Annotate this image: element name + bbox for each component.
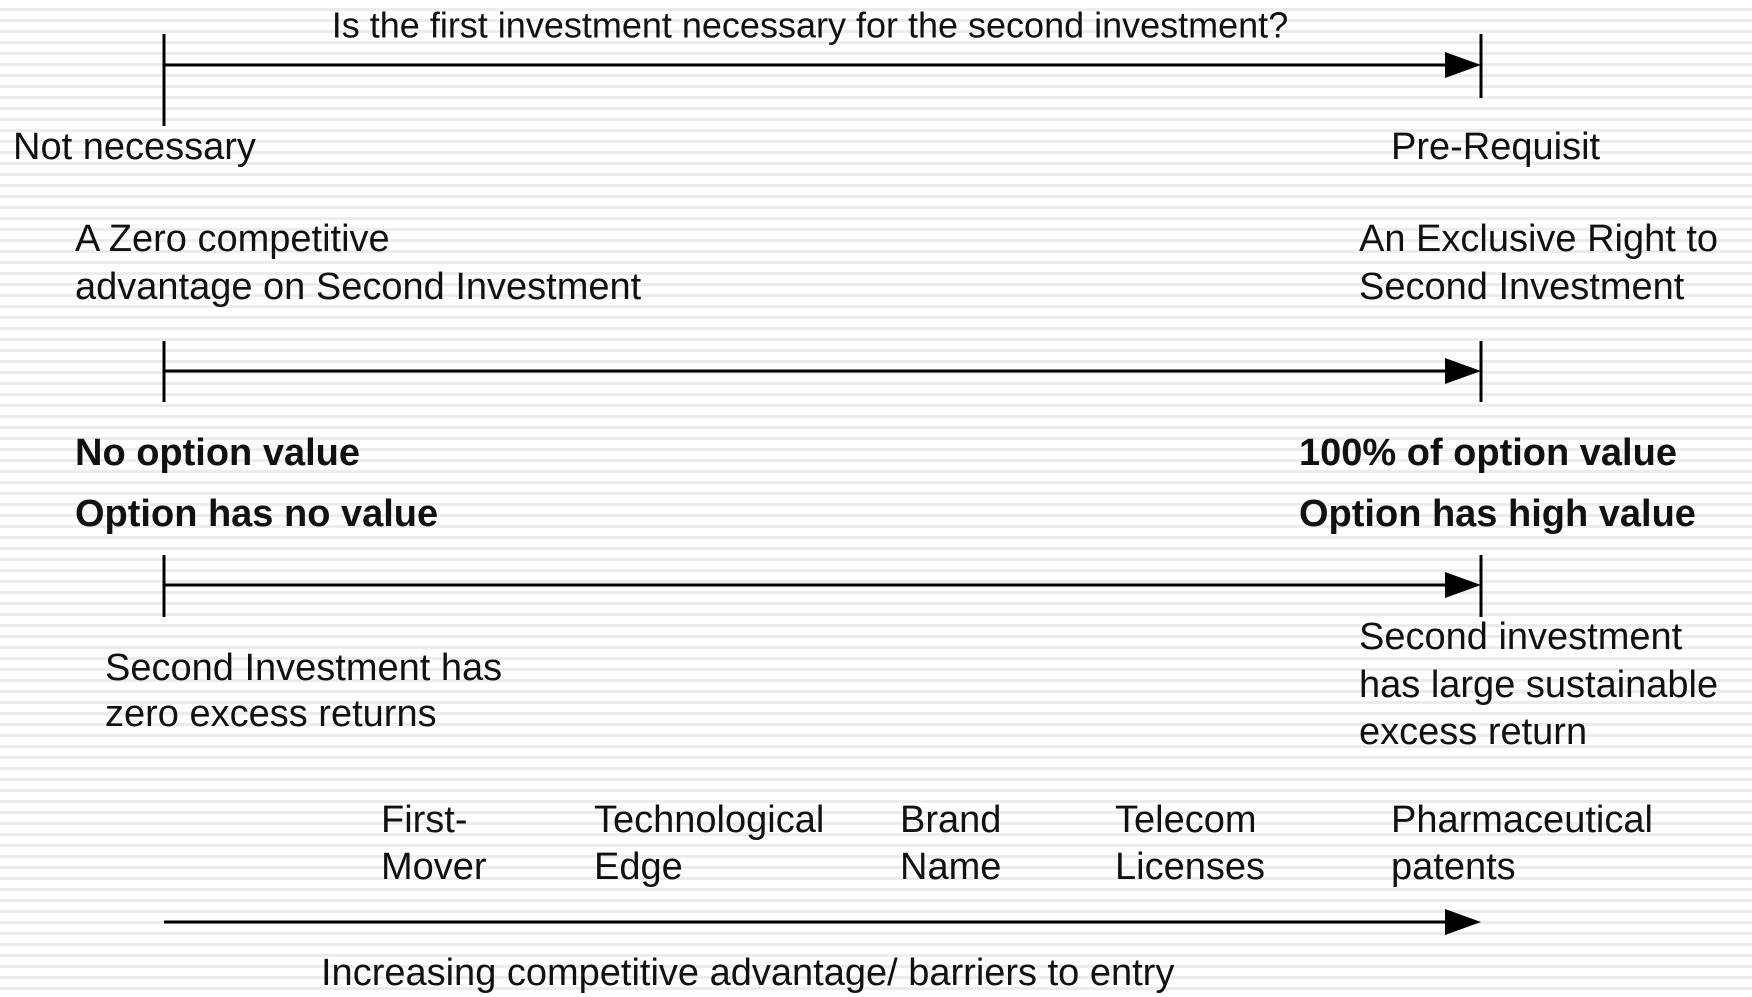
example-label: Name (900, 846, 1001, 888)
examples: First- Mover Technological Edge Brand Name Tel… (381, 799, 1653, 888)
example-label: First- (381, 799, 468, 841)
left-label: Not necessary (13, 126, 256, 168)
right-label: has large sustainable (1359, 664, 1718, 706)
right-label: Second investment (1359, 616, 1683, 658)
left-bold: No option value (75, 432, 360, 474)
arrow (162, 341, 1483, 402)
left-label: A Zero competitive (75, 218, 390, 260)
left-bold: Option has no value (75, 493, 438, 535)
arrow (164, 909, 1481, 935)
arrow (162, 555, 1483, 617)
left-label: Second Investment has (105, 647, 502, 689)
right-label: excess return (1359, 711, 1587, 753)
right-label: Pre-Requisit (1391, 126, 1601, 168)
example-label: patents (1391, 846, 1516, 888)
example-label: Pharmaceutical (1391, 799, 1653, 841)
example-label: Edge (594, 846, 683, 888)
example-label: Mover (381, 846, 487, 888)
left-label: zero excess returns (105, 693, 437, 735)
example-label: Technological (594, 799, 824, 841)
example-label: Brand (900, 799, 1001, 841)
right-label: Second Investment (1359, 266, 1685, 308)
right-bold: Option has high value (1299, 493, 1696, 535)
example-label: Telecom (1115, 799, 1257, 841)
example-label: Licenses (1115, 846, 1265, 888)
axis-label: Increasing competitive advantage/ barrie… (321, 952, 1174, 994)
question: Is the first investment necessary for th… (332, 5, 1288, 46)
arrow (162, 34, 1483, 126)
right-bold: 100% of option value (1299, 432, 1677, 474)
right-label: An Exclusive Right to (1359, 218, 1718, 260)
left-label: advantage on Second Investment (75, 266, 642, 308)
